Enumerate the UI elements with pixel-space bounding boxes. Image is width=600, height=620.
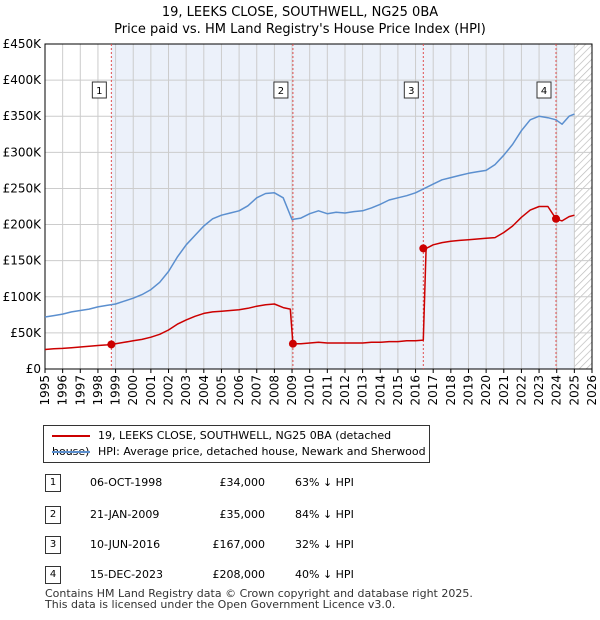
table-row: 4 15-DEC-2023 £208,000 40% ↓ HPI (45, 566, 445, 584)
sale-point (552, 214, 561, 223)
x-tick-label: 2004 (197, 375, 211, 406)
x-tick-label: 2016 (409, 375, 423, 406)
x-tick-label: 2021 (497, 375, 511, 406)
sale-hpi-diff: 63% ↓ HPI (295, 476, 354, 489)
series-line-hpi (44, 113, 575, 318)
x-tick-label: 1997 (73, 375, 87, 406)
x-tick-label: 2017 (426, 375, 440, 406)
x-tick-label: 1999 (109, 375, 123, 406)
sale-point (288, 339, 297, 348)
y-tick-label: £200K (3, 218, 43, 232)
table-row: 2 21-JAN-2009 £35,000 84% ↓ HPI (45, 506, 445, 524)
sale-marker-label: 2 (278, 86, 284, 97)
sale-price: £35,000 (219, 508, 266, 521)
series-line-property (44, 205, 575, 351)
sale-hpi-diff: 40% ↓ HPI (295, 568, 354, 581)
x-tick-label: 2026 (585, 375, 599, 406)
sale-badge: 1 (45, 474, 61, 492)
sale-marker-label: 1 (96, 86, 102, 97)
sale-marker-box (273, 81, 289, 99)
sale-point (419, 244, 428, 253)
footer: Contains HM Land Registry data © Crown c… (45, 588, 473, 610)
x-tick-label: 2006 (232, 375, 246, 406)
plot-frame (44, 43, 593, 370)
sale-price: £208,000 (212, 568, 266, 581)
y-tick-label: £350K (3, 109, 43, 123)
footer-licence: This data is licensed under the Open Gov… (45, 598, 396, 611)
sale-marker-label: 3 (408, 86, 414, 97)
sale-date: 06-OCT-1998 (90, 476, 163, 489)
sale-date: 21-JAN-2009 (90, 508, 160, 521)
sale-price: £167,000 (212, 538, 266, 551)
x-tick-label: 1998 (91, 375, 105, 406)
title-line-1: 19, LEEKS CLOSE, SOUTHWELL, NG25 0BA (161, 5, 439, 20)
x-tick-label: 2012 (338, 375, 352, 406)
sale-price: £34,000 (219, 476, 266, 489)
x-tick-label: 2013 (356, 375, 370, 406)
sale-badge: 3 (45, 536, 61, 554)
x-tick-label: 2003 (179, 375, 193, 406)
y-tick-label: £0 (26, 362, 41, 376)
x-tick-label: 2002 (162, 375, 176, 406)
x-tick-label: 2015 (391, 375, 405, 406)
sale-date: 10-JUN-2016 (90, 538, 161, 551)
y-tick-label: £300K (3, 145, 43, 159)
chart-title: 19, LEEKS CLOSE, SOUTHWELL, NG25 0BA Pri… (0, 4, 600, 38)
sale-marker-box (536, 81, 552, 99)
x-tick-label: 2023 (532, 375, 546, 406)
x-tick-label: 2018 (444, 375, 458, 406)
x-tick-label: 2005 (214, 375, 228, 406)
forecast-hatch (574, 44, 592, 369)
sale-period-shade (556, 44, 575, 369)
sale-hpi-diff: 32% ↓ HPI (295, 538, 354, 551)
sale-period-shade (292, 44, 424, 369)
table-row: 3 10-JUN-2016 £167,000 32% ↓ HPI (45, 536, 445, 554)
sale-period-shade (423, 44, 557, 369)
legend-item-property: 19, LEEKS CLOSE, SOUTHWELL, NG25 0BA (de… (52, 428, 429, 458)
y-tick-label: £400K (3, 73, 43, 87)
y-tick-label: £150K (3, 254, 43, 268)
sale-period-shade (111, 44, 293, 369)
price-chart: £0 £50K £100K £150K £200K £250K £300K £350K £400… (3, 37, 599, 406)
sale-marker-label: 4 (541, 86, 547, 97)
sale-point (107, 340, 116, 349)
x-tick-label: 2001 (144, 375, 158, 406)
x-tick-label: 2000 (126, 375, 140, 406)
sale-date: 15-DEC-2023 (90, 568, 164, 581)
x-tick-label: 2022 (514, 375, 528, 406)
sale-hpi-diff: 84% ↓ HPI (295, 508, 354, 521)
sale-marker-box (403, 81, 419, 99)
x-tick-label: 1996 (56, 375, 70, 406)
x-tick-label: 2008 (267, 375, 281, 406)
y-tick-label: £100K (3, 290, 43, 304)
legend-item-hpi: HPI: Average price, detached house, Newa… (52, 444, 426, 460)
y-tick-label: £50K (10, 326, 42, 340)
x-tick-label: 2009 (285, 375, 299, 406)
legend: 19, LEEKS CLOSE, SOUTHWELL, NG25 0BA (de… (43, 425, 430, 463)
sale-badge: 2 (45, 506, 61, 524)
x-tick-label: 1995 (38, 375, 52, 406)
x-tick-label: 2007 (250, 375, 264, 406)
y-tick-label: £250K (3, 181, 43, 195)
x-tick-label: 2010 (303, 375, 317, 406)
y-tick-label: £450K (3, 37, 43, 51)
table-row: 1 06-OCT-1998 £34,000 63% ↓ HPI (45, 474, 445, 492)
sale-marker-box (91, 81, 107, 99)
legend-label-hpi: HPI: Average price, detached house, Newa… (98, 445, 426, 458)
x-tick-label: 2024 (550, 375, 564, 406)
x-tick-label: 2025 (567, 375, 581, 406)
title-line-2: Price paid vs. HM Land Registry's House … (114, 22, 486, 37)
footer-copyright: Contains HM Land Registry data © Crown c… (45, 587, 473, 600)
sale-badge: 4 (45, 566, 61, 584)
x-tick-label: 2019 (461, 375, 475, 406)
x-tick-label: 2011 (320, 375, 334, 406)
x-tick-label: 2020 (479, 375, 493, 406)
legend-swatch-hpi (52, 451, 90, 453)
x-tick-label: 2014 (373, 375, 387, 406)
legend-swatch-property (52, 435, 90, 437)
